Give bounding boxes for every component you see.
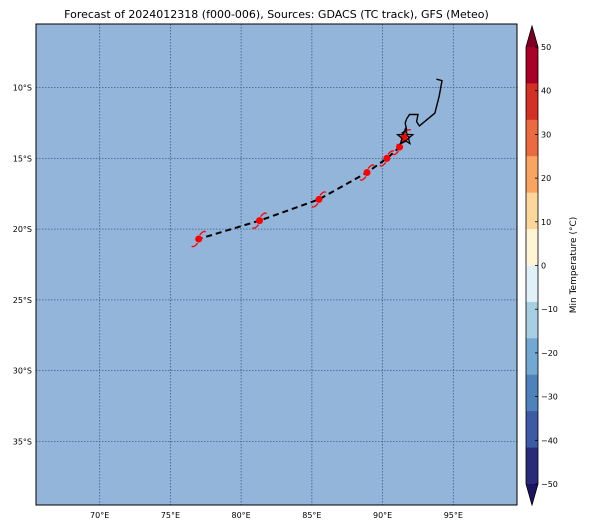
cyclone-arm xyxy=(392,150,400,156)
longitude-tick-label: 75°E xyxy=(161,511,180,520)
longitude-tick-label: 90°E xyxy=(373,511,392,520)
colorbar-segment xyxy=(526,83,538,121)
cyclone-marker xyxy=(311,191,327,208)
cyclone-center xyxy=(363,169,371,177)
cyclone-arm xyxy=(359,176,367,181)
colorbar-segment xyxy=(526,338,538,376)
coastline xyxy=(399,78,443,145)
cyclone-arm xyxy=(260,212,267,218)
colorbar-segment xyxy=(526,447,538,485)
colorbar-tick-label: −40 xyxy=(541,436,558,445)
colorbar-tick-label: 40 xyxy=(541,87,551,96)
latitude-tick-label: 10°S xyxy=(13,84,32,93)
colorbar-tick-label: 50 xyxy=(541,43,551,52)
cyclone-arm xyxy=(367,164,375,169)
latitude-tick-label: 25°S xyxy=(13,296,32,305)
colorbar-tick-label: 20 xyxy=(541,174,551,183)
colorbar-extend-low xyxy=(526,484,538,505)
cyclone-arm xyxy=(199,230,207,236)
map-frame xyxy=(35,23,518,506)
cyclone-center xyxy=(256,217,264,225)
colorbar: 50 40 30 20 10 0 −10 −20 −30 −40 −50 xyxy=(525,24,558,507)
cyclone-arm xyxy=(191,242,199,248)
latitude-tick-label: 30°S xyxy=(13,367,32,376)
latitude-tick-label: 35°S xyxy=(13,437,32,446)
colorbar-segment xyxy=(526,156,538,194)
colorbar-tick-label: 30 xyxy=(541,130,551,139)
cyclone-center xyxy=(195,235,203,243)
colorbar-tick-label: −30 xyxy=(541,393,558,402)
colorbar-segment xyxy=(526,411,538,448)
colorbar-segment xyxy=(526,47,538,84)
cyclone-marker xyxy=(191,230,207,248)
colorbar-tick-label: 10 xyxy=(541,218,551,227)
latitude-tick-labels: 10°S 15°S 20°S 25°S 30°S 35°S xyxy=(13,84,32,447)
current-position-star xyxy=(395,127,415,146)
latitude-tick-label: 15°S xyxy=(13,154,32,163)
cyclone-center xyxy=(383,154,391,162)
cyclone-center xyxy=(315,195,323,203)
ocean-area xyxy=(36,24,517,505)
longitude-tick-label: 70°E xyxy=(90,511,109,520)
longitude-tick-label: 80°E xyxy=(232,511,251,520)
coastline-path xyxy=(399,78,443,145)
colorbar-tick-label: −50 xyxy=(541,480,558,489)
cyclone-arm xyxy=(319,191,327,196)
colorbar-extend-high xyxy=(526,26,538,47)
longitude-tick-label: 85°E xyxy=(302,511,321,520)
cyclone-arm xyxy=(252,224,260,229)
cyclone-track xyxy=(191,127,415,248)
colorbar-label: Min Temperature (°C) xyxy=(569,217,579,314)
colorbar-segment xyxy=(526,265,538,303)
colorbar-segment xyxy=(526,301,538,339)
longitude-tick-label: 95°E xyxy=(444,511,463,520)
cyclone-marker xyxy=(379,150,395,167)
longitude-tick-labels: 70°E 75°E 80°E 85°E 90°E 95°E xyxy=(90,511,463,520)
cyclone-arm xyxy=(404,128,412,134)
colorbar-segment xyxy=(526,229,538,266)
graticule xyxy=(36,24,517,505)
cyclone-center xyxy=(396,143,404,151)
cyclone-arm xyxy=(387,150,395,155)
latitude-tick-label: 20°S xyxy=(13,225,32,234)
cyclone-marker xyxy=(252,212,267,229)
colorbar-segment xyxy=(526,374,538,412)
cyclone-arm xyxy=(311,203,319,208)
colorbar-segment xyxy=(526,192,538,230)
colorbar-tick-label: 0 xyxy=(541,262,546,271)
map-title: Forecast of 2024012318 (f000-006), Sourc… xyxy=(64,8,489,21)
colorbar-tick-label: −10 xyxy=(541,305,558,314)
colorbar-tick-label: −20 xyxy=(541,349,558,358)
cyclone-arm xyxy=(379,161,387,167)
colorbar-segment xyxy=(526,119,538,157)
cyclone-marker xyxy=(359,164,375,181)
